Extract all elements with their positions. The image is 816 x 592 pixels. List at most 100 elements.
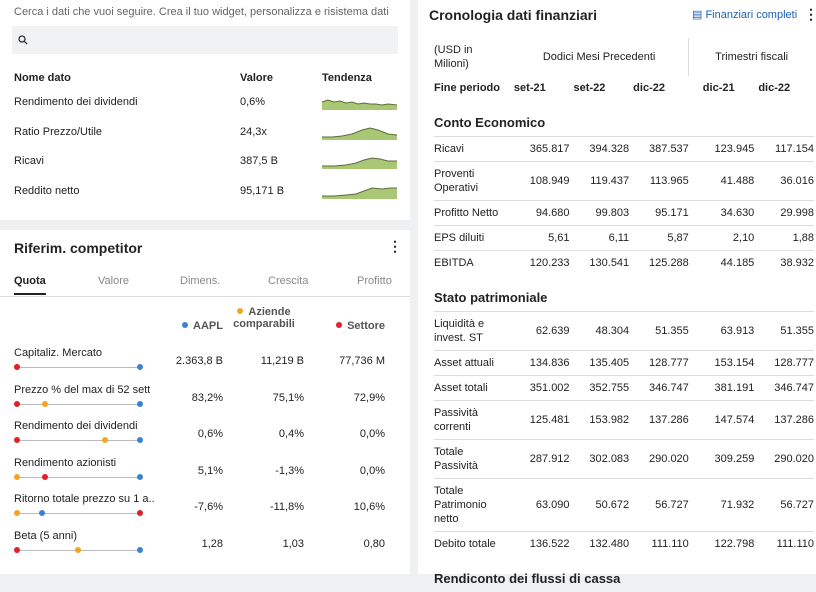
data-row: Profitto Netto 94.680 99.803 95.171 34.630 29…	[434, 200, 814, 226]
row-label: EBITDA	[434, 250, 510, 275]
legend-dot	[182, 322, 189, 328]
cell: 346.747	[754, 375, 814, 401]
cell: 130.541	[569, 250, 630, 275]
cell: 44.185	[688, 250, 755, 275]
cell: 1,88	[754, 225, 814, 251]
cell: 111.110	[754, 531, 814, 556]
slider-dot	[137, 364, 143, 370]
cell: 381.191	[688, 375, 755, 401]
cell: 346.747	[629, 375, 689, 401]
cell: 147.574	[688, 400, 755, 440]
cell: 2,10	[688, 225, 755, 251]
cell: 111.110	[629, 531, 689, 556]
cell: 50.672	[569, 478, 630, 532]
tab: Profitto	[357, 275, 392, 287]
cell: 63.913	[688, 311, 755, 351]
cell: 309.259	[688, 439, 755, 479]
section-title: Stato patrimoniale	[434, 290, 548, 305]
metric-value: 2.363,8 B	[175, 355, 223, 367]
period: dic-22	[758, 82, 791, 94]
cell: 302.083	[569, 439, 630, 479]
tab: Valore	[98, 275, 129, 287]
full-financials-link[interactable]: ▤ Finanziari completi	[692, 9, 798, 21]
metric-value: 0,6%	[197, 428, 223, 440]
widget-panel: Cerca i dati che vuoi seguire. Crea il t…	[0, 0, 410, 220]
tab: Crescita	[268, 275, 309, 287]
column-header: Valore	[240, 72, 274, 84]
section-row: Conto Economico	[434, 100, 814, 137]
legend-item: Settore	[325, 320, 385, 332]
section-row: Rendiconto dei flussi di cassa	[434, 556, 814, 592]
slider-dot	[42, 473, 48, 480]
cell: 352.755	[569, 375, 630, 401]
menu[interactable]: ⋮	[804, 6, 816, 22]
metric-value: 0,80	[363, 537, 385, 550]
menu[interactable]: ⋮	[388, 238, 402, 254]
slider-dot	[137, 510, 143, 516]
row-label: Passività correnti	[434, 400, 510, 440]
cell: 119.437	[569, 161, 630, 201]
cell: 125.288	[629, 250, 689, 275]
data-row: Asset totali 351.002 352.755 346.747 381.191…	[434, 375, 814, 401]
legend-item: AAPL	[163, 320, 223, 332]
cell: 394.328	[569, 136, 630, 162]
legend-label: AAPL	[193, 320, 223, 332]
metric-label: Prezzo % del max di 52 sett	[14, 383, 151, 396]
cell: 120.233	[509, 250, 570, 275]
group-label: Trimestri fiscali	[715, 51, 789, 63]
slider-dot	[42, 400, 48, 407]
slider-dot	[137, 437, 143, 443]
cell: 351.002	[509, 375, 570, 401]
financials-table: (USD in Milioni) Dodici Mesi Precedenti Tr…	[434, 38, 814, 592]
financials-panel: Cronologia dati finanziari ▤ Finanziari …	[418, 0, 816, 586]
cell: 5,87	[629, 225, 689, 251]
cell: 137.286	[629, 400, 689, 440]
cell: 125.481	[509, 400, 570, 440]
slider-dot	[14, 546, 20, 553]
search-icon	[18, 35, 28, 45]
slider-track	[16, 440, 142, 441]
cell: 62.639	[509, 311, 570, 351]
sparkline	[322, 187, 397, 200]
cell: 99.803	[569, 200, 630, 226]
metric-value: 0,0%	[359, 464, 385, 477]
cell: 63.090	[509, 478, 570, 532]
metric-value: 75,1%	[272, 391, 304, 404]
slider-track	[16, 367, 142, 368]
section-title: Conto Economico	[434, 115, 546, 130]
data-value: 24,3x	[240, 125, 267, 138]
cell: 387.537	[629, 136, 689, 162]
data-row: Passività correnti 125.481 153.982 137.286 1…	[434, 400, 814, 440]
metric-value: 0,4%	[278, 428, 304, 440]
legend-dot	[336, 322, 343, 328]
period: dic-21	[702, 82, 735, 94]
cell: 6,11	[569, 225, 630, 251]
slider-dot	[14, 473, 20, 480]
slider-track	[16, 513, 142, 514]
search-box[interactable]	[12, 26, 398, 54]
cell: 108.949	[509, 161, 570, 201]
section-title: Rendiconto dei flussi di cassa	[434, 571, 621, 586]
legend-label: Aziende comparabili	[233, 306, 295, 330]
financials-title: Cronologia dati finanziari	[429, 7, 598, 23]
cell: 123.945	[688, 136, 755, 162]
cell: 41.488	[688, 161, 755, 201]
sparkline	[322, 127, 398, 140]
group-label: Dodici Mesi Precedenti	[509, 38, 690, 76]
period-row: Fine periodo set-21 set-22 dic-22 dic-21 dic-…	[434, 76, 814, 100]
cell: 56.727	[629, 478, 689, 532]
period: dic-22	[633, 82, 665, 94]
slider-dot	[14, 364, 20, 370]
cell: 135.405	[569, 350, 630, 376]
row-label: EPS diluiti	[434, 225, 510, 251]
unit-label: (USD in Milioni)	[434, 44, 473, 70]
metric-value: 10,6%	[353, 501, 385, 513]
cell: 128.777	[629, 350, 689, 376]
metric-label: Ritorno totale prezzo su 1 a...	[14, 493, 154, 505]
legend-label: Settore	[347, 320, 385, 332]
cell: 290.020	[629, 439, 689, 479]
slider-track	[16, 403, 142, 405]
row-label: Asset attuali	[434, 350, 510, 376]
competitor-title: Riferim. competitor	[14, 240, 143, 256]
slider-dot	[137, 400, 143, 407]
